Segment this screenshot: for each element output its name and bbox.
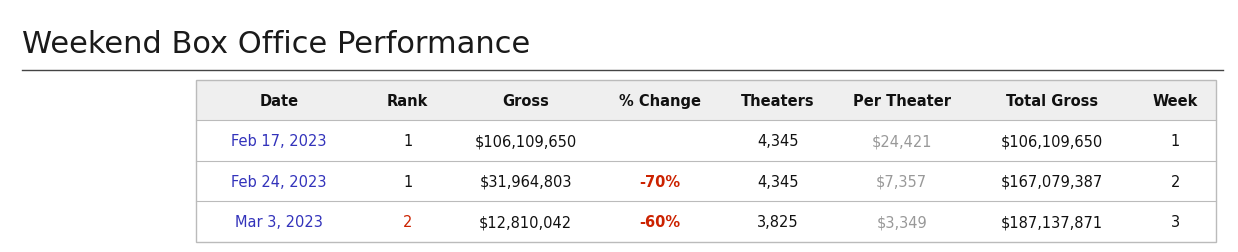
Text: -60%: -60% xyxy=(640,214,681,229)
Text: $7,357: $7,357 xyxy=(877,174,927,189)
Text: Feb 24, 2023: Feb 24, 2023 xyxy=(232,174,327,189)
Text: Total Gross: Total Gross xyxy=(1006,93,1098,108)
Text: Date: Date xyxy=(259,93,298,108)
Text: Mar 3, 2023: Mar 3, 2023 xyxy=(235,214,323,229)
Text: $106,109,650: $106,109,650 xyxy=(474,134,577,149)
Text: $106,109,650: $106,109,650 xyxy=(1000,134,1103,149)
Text: Weekend Box Office Performance: Weekend Box Office Performance xyxy=(22,30,531,59)
Text: 2: 2 xyxy=(404,214,412,229)
Text: Rank: Rank xyxy=(387,93,428,108)
Text: Per Theater: Per Theater xyxy=(853,93,951,108)
Text: 4,345: 4,345 xyxy=(758,134,799,149)
Bar xyxy=(196,81,1216,121)
Bar xyxy=(196,81,1216,242)
Text: 3,825: 3,825 xyxy=(758,214,799,229)
Text: $3,349: $3,349 xyxy=(877,214,927,229)
Text: 3: 3 xyxy=(1171,214,1180,229)
Text: Gross: Gross xyxy=(503,93,550,108)
Text: 1: 1 xyxy=(1171,134,1180,149)
Text: $31,964,803: $31,964,803 xyxy=(479,174,572,189)
Text: 2: 2 xyxy=(1171,174,1180,189)
Text: 1: 1 xyxy=(404,174,412,189)
Text: 4,345: 4,345 xyxy=(758,174,799,189)
Text: $24,421: $24,421 xyxy=(872,134,932,149)
Text: % Change: % Change xyxy=(619,93,701,108)
Text: 1: 1 xyxy=(404,134,412,149)
Text: Theaters: Theaters xyxy=(742,93,815,108)
Text: -70%: -70% xyxy=(640,174,681,189)
Text: Feb 17, 2023: Feb 17, 2023 xyxy=(232,134,327,149)
Text: $167,079,387: $167,079,387 xyxy=(1000,174,1103,189)
Text: $187,137,871: $187,137,871 xyxy=(1000,214,1103,229)
Text: $12,810,042: $12,810,042 xyxy=(479,214,572,229)
Text: Week: Week xyxy=(1153,93,1198,108)
